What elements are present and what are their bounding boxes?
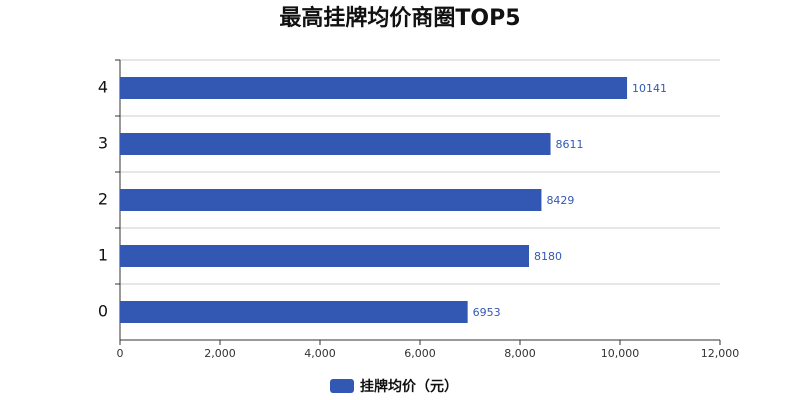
chart-title: 最高挂牌均价商圈TOP5 [279,5,520,31]
y-tick-label: 0 [98,302,108,321]
legend-label: 挂牌均价（元） [360,378,458,395]
bar [120,133,551,155]
value-label: 8180 [534,250,562,263]
x-tick-label: 2,000 [204,347,236,360]
x-tick-label: 6,000 [404,347,436,360]
y-tick-label: 1 [98,246,108,265]
x-tick-label: 12,000 [701,347,740,360]
y-tick-label: 3 [98,134,108,153]
value-label: 10141 [632,82,667,95]
x-tick-label: 8,000 [504,347,536,360]
legend-swatch [330,379,354,393]
bar [120,301,468,323]
bar [120,189,542,211]
bar [120,245,529,267]
bar [120,77,628,99]
value-label: 8611 [556,138,584,151]
x-tick-label: 10,000 [601,347,640,360]
value-label: 8429 [546,194,574,207]
x-tick-label: 0 [117,347,124,360]
y-tick-label: 2 [98,190,108,209]
y-tick-label: 4 [98,78,108,97]
x-tick-label: 4,000 [304,347,336,360]
value-label: 6953 [473,306,501,319]
